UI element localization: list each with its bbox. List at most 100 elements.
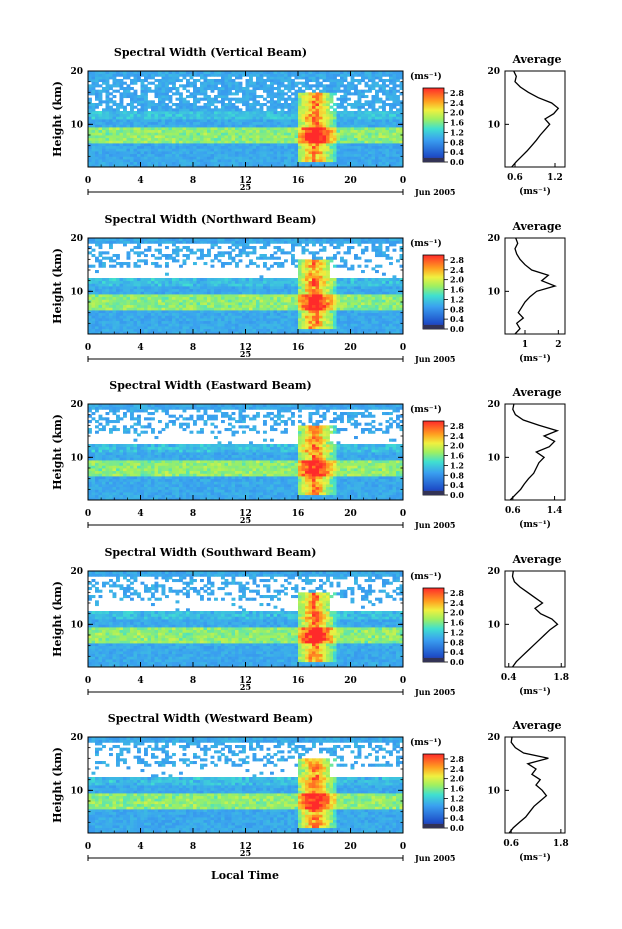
x-tick-label: 8 (190, 842, 196, 852)
panel-southward: Spectral Width (Southward Beam) 10 20 Heigh… (51, 546, 569, 697)
colorbar-tick-label: 0.8 (450, 803, 464, 813)
colorbar-unit: (ms⁻¹) (410, 404, 442, 415)
day-label: 25 (240, 349, 251, 359)
colorbar-tick-label: 0.4 (450, 480, 464, 490)
x-tick-label: 8 (190, 343, 196, 353)
colorbar-unit: (ms⁻¹) (410, 238, 442, 249)
panel-title: Spectral Width (Vertical Beam) (114, 46, 307, 59)
y-axis-label: Height (km) (51, 414, 64, 490)
panel-title: Spectral Width (Southward Beam) (104, 546, 316, 559)
average-line (509, 403, 560, 501)
y-tick-label: 20 (70, 67, 83, 77)
colorbar-tick-label: 1.2 (450, 127, 464, 137)
colorbar-tick-label: 0.8 (450, 304, 464, 314)
average-y-tick-label: 10 (487, 620, 500, 630)
x-tick-label: 0 (400, 509, 406, 519)
average-profile-vertical: Average 10 20 0.6 1.2 (ms⁻¹) (487, 53, 566, 197)
colorbar-tick-label: 1.6 (450, 285, 464, 295)
x-tick-label: 16 (292, 676, 305, 686)
colorbar-unit: (ms⁻¹) (410, 737, 442, 748)
colorbar-tick-label: 1.2 (450, 627, 464, 637)
colorbar-tick-label: 0.4 (450, 647, 464, 657)
x-tick-label: 20 (344, 343, 357, 353)
colorbar-unit: (ms⁻¹) (410, 71, 442, 82)
colorbar-tick-label: 2.8 (450, 754, 464, 764)
x-tick-label: 12 (239, 676, 252, 686)
x-tick-label: 4 (137, 509, 143, 519)
average-y-tick-label: 20 (487, 733, 500, 743)
average-x-tick-label: 1.2 (547, 173, 563, 183)
date-label: Jun 2005 (414, 354, 455, 364)
x-tick-label: 16 (292, 176, 305, 186)
y-tick-label: 20 (70, 567, 83, 577)
y-tick-label: 20 (70, 234, 83, 244)
heatmap-cells (88, 404, 404, 501)
x-tick-label: 0 (85, 176, 91, 186)
colorbar-tick-label: 0.8 (450, 470, 464, 480)
x-tick-label: 4 (137, 676, 143, 686)
average-title: Average (511, 719, 561, 732)
panel-westward: Spectral Width (Westward Beam) 10 20 Height… (51, 712, 569, 863)
colorbar-tick-label: 1.2 (450, 294, 464, 304)
colorbar-tick-label: 2.0 (450, 275, 464, 285)
average-x-axis-label: (ms⁻¹) (519, 353, 551, 364)
colorbar-tick-label: 0.0 (450, 823, 464, 833)
y-tick-label: 10 (70, 453, 83, 463)
colorbar-tick-label: 2.0 (450, 774, 464, 784)
day-label: 25 (240, 182, 251, 192)
colorbar-tick-label: 0.8 (450, 637, 464, 647)
average-x-axis-label: (ms⁻¹) (519, 852, 551, 863)
x-tick-label: 20 (344, 509, 357, 519)
x-tick-label: 4 (137, 842, 143, 852)
average-y-tick-label: 20 (487, 234, 500, 244)
y-axis-label: Height (km) (51, 747, 64, 823)
date-label: Jun 2005 (414, 853, 455, 863)
average-x-axis-label: (ms⁻¹) (519, 519, 551, 530)
average-frame (504, 403, 566, 501)
average-profile-northward: Average 10 20 1 2 (ms⁻¹) (487, 220, 566, 364)
average-profile-southward: Average 10 20 0.4 1.8(ms⁻¹) (487, 553, 569, 697)
x-tick-label: 8 (190, 509, 196, 519)
y-tick-label: 10 (70, 620, 83, 630)
average-x-tick-label: 0.6 (505, 506, 521, 516)
x-tick-label: 4 (137, 176, 143, 186)
average-x-tick-label: 2 (555, 340, 561, 350)
colorbar-tick-label: 2.8 (450, 88, 464, 98)
x-tick-label: 16 (292, 343, 305, 353)
x-tick-label: 12 (239, 842, 252, 852)
average-frame (504, 70, 566, 168)
average-x-tick-label: 1.8 (553, 673, 569, 683)
colorbar-tick-label: 0.0 (450, 157, 464, 167)
x-tick-label: 8 (190, 176, 196, 186)
y-tick-label: 10 (70, 120, 83, 130)
average-x-tick-label: 1.8 (553, 839, 569, 849)
x-tick-label: 16 (292, 842, 305, 852)
x-tick-label: 0 (85, 509, 91, 519)
colorbar-tick-label: 2.4 (450, 598, 464, 608)
average-line (511, 70, 560, 168)
date-label: Jun 2005 (414, 520, 455, 530)
average-title: Average (511, 386, 561, 399)
colorbar-tick-label: 0.0 (450, 324, 464, 334)
average-y-tick-label: 20 (487, 567, 500, 577)
date-label: Jun 2005 (414, 187, 455, 197)
average-y-tick-label: 10 (487, 120, 500, 130)
average-x-tick-label: 0.6 (503, 839, 519, 849)
day-label: 25 (240, 848, 251, 858)
y-tick-label: 20 (70, 733, 83, 743)
average-x-axis-label: (ms⁻¹) (519, 186, 551, 197)
average-x-tick-label: 1 (522, 340, 528, 350)
x-tick-label: 4 (137, 343, 143, 353)
x-tick-label: 0 (85, 676, 91, 686)
x-tick-label: 20 (344, 676, 357, 686)
average-x-tick-label: 1.4 (547, 506, 563, 516)
y-tick-label: 10 (70, 287, 83, 297)
average-y-tick-label: 10 (487, 453, 500, 463)
x-tick-label: 8 (190, 676, 196, 686)
x-tick-label: 12 (239, 176, 252, 186)
colorbar-tick-label: 2.0 (450, 608, 464, 618)
colorbar-tick-label: 0.4 (450, 147, 464, 157)
panel-title: Spectral Width (Eastward Beam) (109, 379, 311, 392)
average-x-axis-label: (ms⁻¹) (519, 686, 551, 697)
